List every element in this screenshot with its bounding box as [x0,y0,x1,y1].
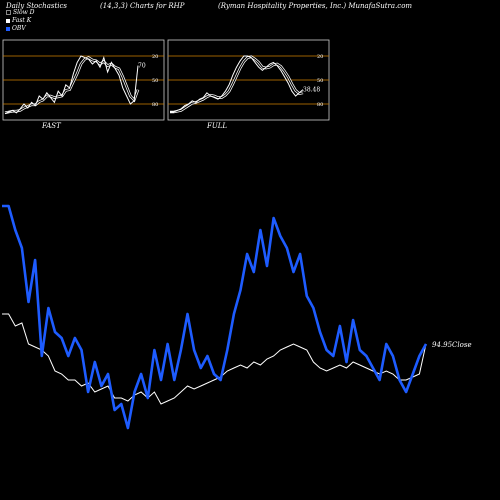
full-tick-label-80: 20 [317,54,323,60]
full-tick-label-50: 50 [317,78,323,84]
legend-item-slow-d: Slow D [6,9,35,17]
fast-tick-label-50: 50 [152,78,158,84]
legend-label-slow-d: Slow D [13,9,35,16]
fast-tick-label-20: 80 [152,102,158,108]
legend-swatch-slow-d [6,10,11,15]
fast-tick-label-80: 20 [152,54,158,60]
legend: Slow D Fast K OBV [6,9,35,33]
header-center: (14,3,3) Charts for RHP [100,2,185,10]
header-right: (Ryman Hospitality Properties, Inc.) Mun… [218,2,413,10]
legend-swatch-obv [6,26,10,31]
header-left: Daily Stochastics [6,2,68,10]
full-full-k-line [170,55,304,113]
fast-last-value-label: 70 [138,63,146,70]
legend-item-fast-k: Fast K [6,17,35,25]
fast-panel-label: FAST [42,122,61,130]
full-last-value-label: 38.48 [303,87,320,94]
price-line [2,313,427,405]
legend-swatch-fast-k [6,18,10,23]
full-tick-label-20: 80 [317,102,323,108]
full-panel-label: FULL [207,122,228,130]
legend-item-obv: OBV [6,25,35,33]
legend-label-obv: OBV [12,25,26,32]
legend-label-fast-k: Fast K [12,17,32,24]
close-price-label: 94.95Close [432,341,472,349]
fast-fast-k-line [4,55,139,115]
full-full-d-line [170,56,304,113]
obv-line [2,204,428,430]
